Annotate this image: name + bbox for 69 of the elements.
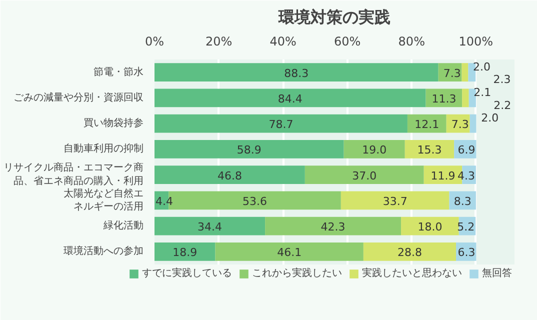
bar xyxy=(215,242,364,261)
data-label: 28.8 xyxy=(397,246,422,260)
data-label: 4.4 xyxy=(155,194,173,208)
data-label: 53.6 xyxy=(242,194,268,208)
bar xyxy=(404,140,454,158)
data-label: 2.0 xyxy=(481,112,499,125)
x-tick-label: 20% xyxy=(205,34,232,48)
data-label: 11.3 xyxy=(432,92,456,106)
y-tick-label: 太陽光など自然エネルギーの活用 xyxy=(64,187,144,213)
data-label: 34.4 xyxy=(198,220,222,234)
data-label: 2.3 xyxy=(493,73,511,86)
bar xyxy=(462,88,469,108)
data-label: 7.3 xyxy=(443,66,461,80)
bar xyxy=(154,88,426,108)
bar xyxy=(154,166,305,184)
chart-title: 環境対策の実践 xyxy=(278,8,390,26)
y-tick-label: リサイクル商品・エコマーク商品、省エネ商品の購入・利用 xyxy=(4,162,144,187)
x-tick-label: 0% xyxy=(144,34,164,48)
data-label: 6.3 xyxy=(458,246,476,260)
data-label: 58.9 xyxy=(236,144,262,157)
bar xyxy=(154,216,266,236)
y-tick-label: 緑化活動 xyxy=(102,220,144,232)
data-label: 2.1 xyxy=(474,86,492,100)
bar xyxy=(340,191,450,210)
data-label: 15.3 xyxy=(417,144,442,157)
data-label: 7.3 xyxy=(451,118,469,132)
legend-label: 実践したいと思わない xyxy=(362,266,462,280)
bar xyxy=(154,140,344,158)
bar xyxy=(304,166,424,184)
data-label: 8.3 xyxy=(454,194,472,208)
x-tick-label: 40% xyxy=(270,34,296,48)
bar xyxy=(401,216,459,236)
y-tick-label: 自動車利用の抑制 xyxy=(64,142,144,155)
y-tick-label: ごみの減量や分別・資源回収 xyxy=(14,91,144,104)
bar xyxy=(470,114,476,133)
data-label: 11.9 xyxy=(430,169,456,182)
bar xyxy=(344,140,405,158)
data-label: 6.9 xyxy=(458,144,476,157)
x-tick-label: 80% xyxy=(398,34,425,48)
legend-label: すでに実践している xyxy=(142,266,232,280)
legend-label: 無回答 xyxy=(482,267,512,280)
data-label: 18.0 xyxy=(418,220,442,234)
data-label: 88.3 xyxy=(284,66,309,80)
bar xyxy=(265,216,402,236)
y-tick-label: 環境活動への参加 xyxy=(64,245,144,258)
bar xyxy=(363,242,456,261)
data-label: 12.1 xyxy=(414,118,440,132)
bar xyxy=(407,114,446,133)
data-label: 46.8 xyxy=(217,169,242,182)
bar xyxy=(468,88,476,108)
x-tick-label: 100% xyxy=(458,34,494,48)
y-tick-label: 買い物袋持参 xyxy=(84,117,144,130)
bar xyxy=(154,242,216,261)
data-label: 78.7 xyxy=(268,118,294,132)
data-label: 46.1 xyxy=(277,246,302,260)
x-tick-label: 60% xyxy=(334,34,361,48)
data-label: 84.4 xyxy=(278,92,302,106)
bar xyxy=(154,114,408,133)
y-tick-label: 節電・節水 xyxy=(94,66,144,78)
data-label: 19.0 xyxy=(362,144,387,157)
data-label: 2.2 xyxy=(494,98,512,112)
data-label: 18.9 xyxy=(172,246,198,260)
data-label: 37.0 xyxy=(352,169,377,182)
data-label: 33.7 xyxy=(382,194,408,208)
bar xyxy=(462,63,468,82)
legend-label: これから実践したい xyxy=(252,266,342,280)
bar xyxy=(154,63,438,82)
data-label: 42.3 xyxy=(320,220,346,234)
data-label: 2.0 xyxy=(473,60,491,74)
